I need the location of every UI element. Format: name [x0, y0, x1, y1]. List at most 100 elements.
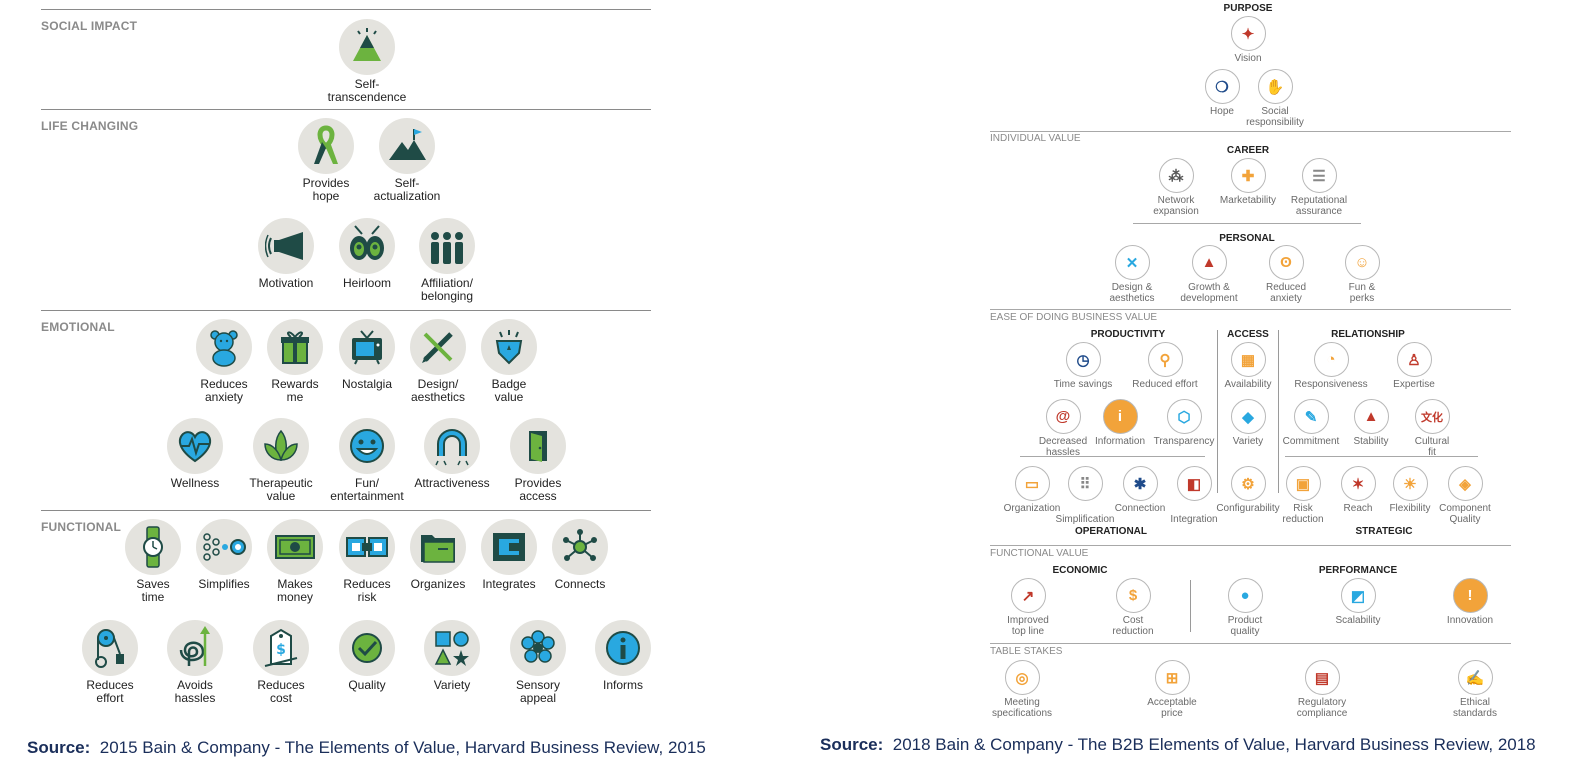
b2b-element-product-quality: ● Product quality [1200, 578, 1290, 637]
subhead-strategic: STRATEGIC [1355, 526, 1413, 537]
element-label: Reduces effort [86, 678, 134, 705]
element-self-transcendence: Self- transcendence [319, 19, 415, 104]
element-label: Configurability [1216, 503, 1280, 514]
clipboard-icon: ▤ [1304, 660, 1340, 695]
badge-icon [481, 319, 537, 375]
element-label: Component Quality [1439, 503, 1491, 525]
element-reduces-cost: $ Reduces cost [233, 620, 329, 705]
element-saves-time: Saves time [105, 519, 201, 604]
section-label-functional-value: FUNCTIONAL VALUE [990, 548, 1089, 559]
element-label: Fun/ entertainment [330, 476, 404, 503]
target-icon: ◎ [1004, 660, 1040, 695]
source-text: 2015 Bain & Company - The Elements of Va… [99, 738, 706, 757]
element-integrates: Integrates [461, 519, 557, 591]
element-label: Organizes [410, 577, 466, 591]
shapes-icon: ◆ [1230, 399, 1266, 434]
subhead-productivity: PRODUCTIVITY [1090, 329, 1166, 340]
element-label: Provides access [514, 476, 562, 503]
element-organizes: Organizes [390, 519, 486, 591]
ribbon-icon: ❍ [1204, 69, 1240, 104]
element-label: Expertise [1393, 379, 1435, 390]
element-reduces-risk: Reduces risk [319, 519, 415, 604]
gear-icon: ⚙ [1230, 466, 1266, 501]
megaphone-icon [258, 218, 314, 274]
svg-text:$: $ [276, 642, 286, 658]
b2b-element-organization: ▭ Organization [987, 466, 1077, 515]
element-label: Flexibility [1389, 503, 1431, 514]
element-label: Availability [1224, 379, 1272, 390]
subhead-relationship: RELATIONSHIP [1331, 329, 1405, 340]
b2b-element-risk-reduction: ▣ Risk reduction [1258, 466, 1348, 525]
integrate-icon [481, 519, 537, 575]
shapes-icon [424, 620, 480, 676]
source-citation-b2b: Source: 2018 Bain & Company - The B2B El… [820, 735, 1536, 755]
element-label: Cultural fit [1414, 436, 1450, 458]
element-label: Integrates [482, 577, 536, 591]
element-label: Wellness [170, 476, 220, 490]
document-icon: ☰ [1301, 158, 1337, 193]
dots-icon [196, 519, 252, 575]
element-label: Responsiveness [1294, 379, 1368, 390]
flower-icon [510, 620, 566, 676]
magnet-icon [424, 418, 480, 474]
b2b-element-fun-perks: ☺ Fun & perks [1317, 245, 1407, 304]
element-label: Time savings [1053, 379, 1113, 390]
divider [1217, 330, 1218, 493]
mountain-icon: ▲ [1353, 399, 1389, 434]
divider [41, 9, 651, 10]
b2b-element-meeting-specifications: ◎ Meeting specifications [977, 660, 1067, 719]
element-label: Network expansion [1153, 195, 1199, 217]
element-provides-access: Provides access [490, 418, 586, 503]
element-label: Connection [1114, 503, 1166, 514]
element-label: Regulatory compliance [1296, 697, 1348, 719]
element-label: Design/ aesthetics [410, 377, 466, 404]
people-icon [419, 218, 475, 274]
clock-icon: ◔ [1313, 342, 1349, 377]
divider [41, 510, 651, 511]
element-label: Information [1094, 436, 1146, 447]
section-label-table-stakes: TABLE STAKES [990, 646, 1063, 657]
divider [1190, 580, 1191, 632]
element-label: Affiliation/ belonging [420, 276, 474, 303]
b2b-element-time-savings: ◷ Time savings [1038, 342, 1128, 391]
award-icon: ✚ [1230, 158, 1266, 193]
section-label-ease-of-doing-business: EASE OF DOING BUSINESS VALUE [990, 312, 1158, 323]
element-label: Improved top line [1007, 615, 1049, 637]
divider [1278, 330, 1279, 493]
element-label: Reduced effort [1132, 379, 1198, 390]
subhead-performance: PERFORMANCE [1318, 565, 1398, 576]
spiral-icon [167, 620, 223, 676]
source-label: Source: [820, 735, 884, 754]
watch-icon: ◷ [1065, 342, 1101, 377]
burst-icon: ✶ [1340, 466, 1376, 501]
element-wellness: Wellness [147, 418, 243, 490]
element-therapeutic-value: Therapeutic value [233, 418, 329, 503]
pulley-icon: ⚲ [1147, 342, 1183, 377]
element-label: Attractiveness [414, 476, 490, 490]
b2b-element-reduced-effort: ⚲ Reduced effort [1120, 342, 1210, 391]
person-icon: ♙ [1396, 342, 1432, 377]
b2b-element-commitment: ✎ Commitment [1266, 399, 1356, 448]
element-label: Rewards me [271, 377, 319, 404]
ribbon-icon [298, 118, 354, 174]
b2b-element-reputational-assurance: ☰ Reputational assurance [1274, 158, 1364, 217]
b2b-element-cultural-fit: 文化 Cultural fit [1387, 399, 1477, 458]
scale-icon: ◩ [1340, 578, 1376, 613]
subhead-career: CAREER [1226, 145, 1270, 156]
grid-icon: ▦ [1230, 342, 1266, 377]
element-motivation: Motivation [238, 218, 334, 290]
b2b-element-stability: ▲ Stability [1326, 399, 1416, 448]
pencil-icon [410, 319, 466, 375]
b2b-element-configurability: ⚙ Configurability [1203, 466, 1293, 515]
element-label: Vision [1234, 53, 1262, 64]
element-label: Variety [433, 678, 471, 692]
element-label: Reduces risk [343, 577, 391, 604]
element-label: Avoids hassles [174, 678, 216, 705]
network-icon: ✱ [1122, 466, 1158, 501]
section-label-social-impact: SOCIAL IMPACT [41, 19, 138, 33]
element-label: Nostalgia [341, 377, 393, 391]
b2b-element-marketability: ✚ Marketability [1203, 158, 1293, 207]
b2b-element-acceptable-price: ⊞ Acceptable price [1127, 660, 1217, 719]
b2b-element-expertise: ♙ Expertise [1369, 342, 1459, 391]
element-label: Transparency [1153, 436, 1215, 447]
